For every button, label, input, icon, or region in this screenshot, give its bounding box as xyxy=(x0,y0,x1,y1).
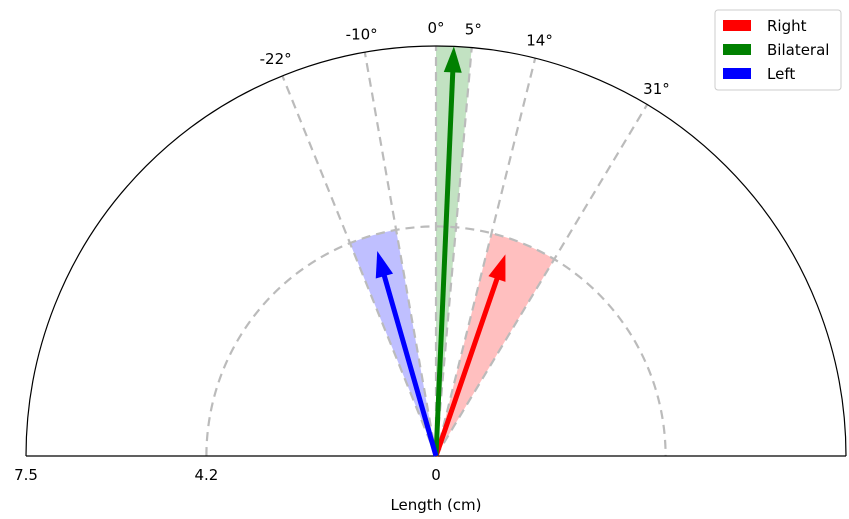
ray-gridline xyxy=(281,75,438,457)
legend-item-right: Right xyxy=(723,17,807,35)
x-axis-label: Length (cm) xyxy=(390,496,481,514)
legend-swatch-left xyxy=(723,68,751,79)
legend-label-left: Left xyxy=(767,65,795,83)
arrow-head-bilateral xyxy=(443,46,462,73)
angle-tick-label: -22° xyxy=(260,50,292,68)
angle-tick-label: 14° xyxy=(526,32,553,50)
legend-item-left: Left xyxy=(723,65,795,83)
arrows-layer xyxy=(375,46,506,457)
legend-label-right: Right xyxy=(767,17,807,35)
angle-tick-label: 31° xyxy=(643,80,670,98)
ray-gridline xyxy=(363,52,438,457)
ray-gridline xyxy=(434,47,473,457)
legend-item-bilateral: Bilateral xyxy=(723,41,829,59)
angle-tick-label: -10° xyxy=(346,25,378,43)
radial-tick-label: 4.2 xyxy=(194,466,218,484)
ray-gridline xyxy=(434,57,537,457)
arrow-shaft-bilateral xyxy=(433,70,456,457)
radial-tick-label: 7.5 xyxy=(14,466,38,484)
outer-arc xyxy=(25,45,847,457)
radial-tick-label: 0 xyxy=(431,466,441,484)
arrow-head-right xyxy=(488,254,506,282)
gridlines-layer xyxy=(205,46,667,457)
legend-label-bilateral: Bilateral xyxy=(767,41,829,59)
ray-gridline xyxy=(435,103,649,457)
arrow-head-left xyxy=(375,251,394,279)
wedge-right xyxy=(436,233,555,456)
angle-labels: -22° -10° 0° 5° 14° 31° xyxy=(260,19,670,98)
legend: Right Bilateral Left xyxy=(714,9,842,91)
angle-tick-label: 5° xyxy=(465,21,482,39)
angle-tick-label: 0° xyxy=(427,19,444,37)
legend-swatch-right xyxy=(723,20,751,31)
wedge-left xyxy=(349,229,436,456)
legend-swatch-bilateral xyxy=(723,44,751,55)
radial-labels: 7.5 4.2 0 xyxy=(14,466,441,484)
arrow-shaft-left xyxy=(381,273,439,457)
arrow-shaft-right xyxy=(433,276,500,457)
